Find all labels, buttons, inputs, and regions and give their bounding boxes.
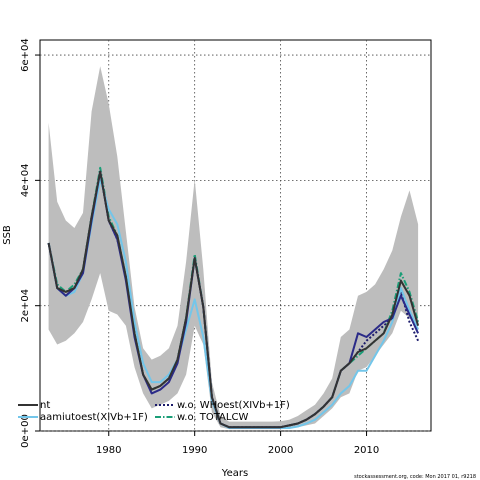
x-tick-label: 2000 [268, 445, 293, 456]
series-line [47, 170, 420, 429]
y-tick-label: 6e+04 [20, 38, 31, 72]
confidence-band [48, 66, 419, 430]
credit-text: stockassessment.org, code: Mon 2017 01, … [354, 474, 476, 480]
series-group [47, 166, 420, 429]
y-tick-label: 0e+00 [20, 414, 31, 448]
plot-area [39, 39, 432, 432]
plot-frame [39, 39, 432, 432]
y-axis-title: SSB [2, 225, 13, 245]
legend-label: aamiutoest(XIVb+1F) [40, 412, 148, 423]
y-tick-label: 2e+04 [20, 289, 31, 323]
legend-label: w.o. WHoest(XIVb+1F) [177, 400, 290, 411]
y-tick-label: 4e+04 [20, 164, 31, 198]
x-ticks: 1980 1990 2000 2010 [96, 431, 379, 456]
x-tick-label: 2010 [354, 445, 379, 456]
y-ticks: 0e+00 2e+04 4e+04 6e+04 [20, 38, 40, 448]
x-tick-label: 1980 [96, 445, 121, 456]
legend-label: w.o. TOTALCW [177, 412, 248, 423]
x-tick-label: 1990 [182, 445, 207, 456]
legend-label: nt [40, 400, 50, 411]
x-axis-title: Years [221, 468, 248, 479]
uncertainty-band [48, 66, 419, 430]
